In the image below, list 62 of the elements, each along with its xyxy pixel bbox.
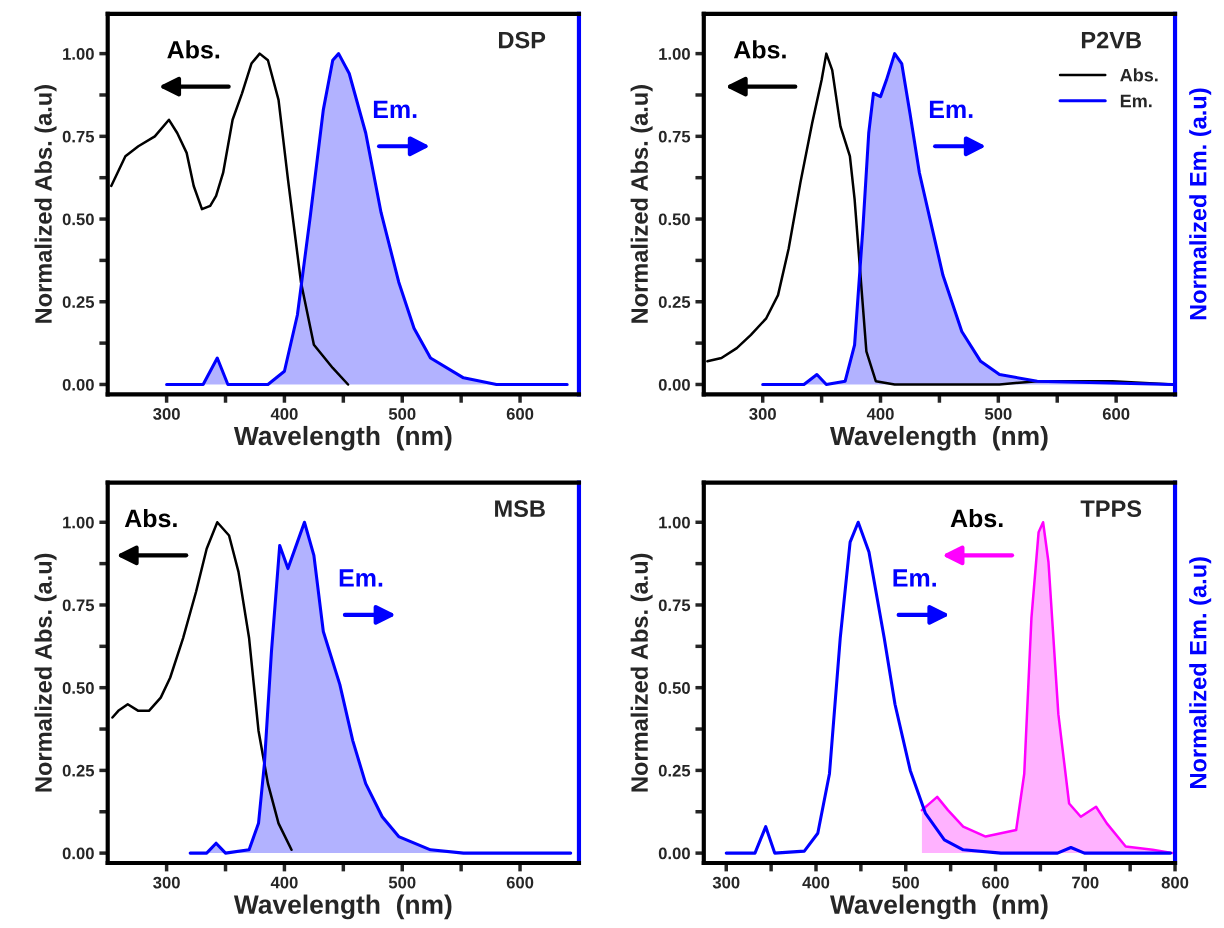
y-tick-label: 0.00: [658, 378, 690, 391]
y-tick-label: 0.00: [62, 847, 94, 860]
annotation: Em.: [929, 100, 973, 118]
x-axis-title: Wavelength (nm): [829, 425, 1048, 451]
y-tick-label: 0.25: [62, 764, 95, 777]
x-axis-title: Wavelength (nm): [829, 894, 1048, 920]
x-tick-label: 500: [984, 408, 1012, 420]
y-tick-label: 0.75: [658, 599, 691, 612]
y-tick-label: 0.50: [62, 682, 94, 694]
text: MSB: [495, 500, 545, 518]
y-tick-label: 0.00: [62, 378, 94, 391]
x-tick-label: 300: [749, 408, 776, 420]
y-tick-label: 0.50: [658, 682, 690, 694]
x-tick-label: 500: [388, 408, 416, 420]
y-tick-label: 1.00: [659, 48, 690, 60]
x-tick-label: 300: [153, 408, 180, 420]
x-axis-title: Wavelength (nm): [233, 894, 452, 920]
y-tick-label: 0.50: [658, 213, 690, 226]
y-tick-label: 0.00: [658, 847, 690, 860]
y-axis-title: Normalized Abs. (a.u): [630, 85, 653, 323]
y-axis-title: Normalized Abs. (a.u): [34, 85, 57, 323]
annotation: Em.: [893, 569, 936, 587]
x-tick-label: 400: [270, 408, 298, 420]
y-tick-label: 0.50: [62, 213, 94, 226]
text: P2VB: [1081, 31, 1141, 49]
annotation: Abs.: [124, 508, 177, 528]
y-axis-title: Normalized Abs. (a.u): [34, 553, 57, 792]
x-tick-label: 800: [1161, 876, 1189, 889]
x-tick-label: 300: [153, 876, 180, 889]
x-axis-title: Wavelength (nm): [233, 425, 452, 451]
y-tick-label: 1.00: [63, 48, 94, 60]
x-tick-label: 700: [1072, 876, 1099, 889]
y-tick-label: 0.25: [658, 764, 691, 777]
y2-axis-title: Normalized Em. (a.u): [1189, 88, 1212, 320]
y-tick-label: 0.25: [62, 296, 95, 308]
y-tick-label: 1.00: [63, 516, 94, 529]
x-tick-label: 600: [506, 876, 534, 889]
x-tick-label: 400: [270, 876, 298, 889]
y-tick-label: 0.75: [62, 599, 95, 612]
x-tick-label: 400: [802, 876, 830, 889]
text: DSP: [498, 31, 546, 49]
x-tick-label: 400: [866, 408, 894, 420]
annotation: Abs.: [167, 40, 220, 59]
annotation: Abs.: [733, 40, 786, 59]
x-tick-label: 500: [388, 876, 416, 889]
y-tick-label: 0.75: [62, 130, 95, 143]
y-tick-label: 1.00: [659, 516, 690, 529]
legend-label: Abs.: [1120, 68, 1158, 82]
text: TPPS: [1080, 500, 1142, 518]
x-tick-label: 600: [1102, 408, 1130, 420]
legend-label: Em.: [1120, 94, 1152, 108]
y2-axis-title: Normalized Em. (a.u): [1189, 557, 1212, 788]
annotation: Em.: [373, 100, 417, 118]
x-tick-label: 300: [712, 876, 740, 889]
annotation: Abs.: [950, 508, 1003, 528]
x-tick-label: 600: [982, 876, 1009, 889]
y-tick-label: 0.25: [658, 296, 691, 308]
x-tick-label: 500: [892, 876, 919, 889]
y-tick-label: 0.75: [658, 130, 691, 143]
y-axis-title: Normalized Abs. (a.u): [630, 553, 653, 792]
annotation: Em.: [339, 569, 383, 587]
x-tick-label: 600: [506, 408, 534, 420]
